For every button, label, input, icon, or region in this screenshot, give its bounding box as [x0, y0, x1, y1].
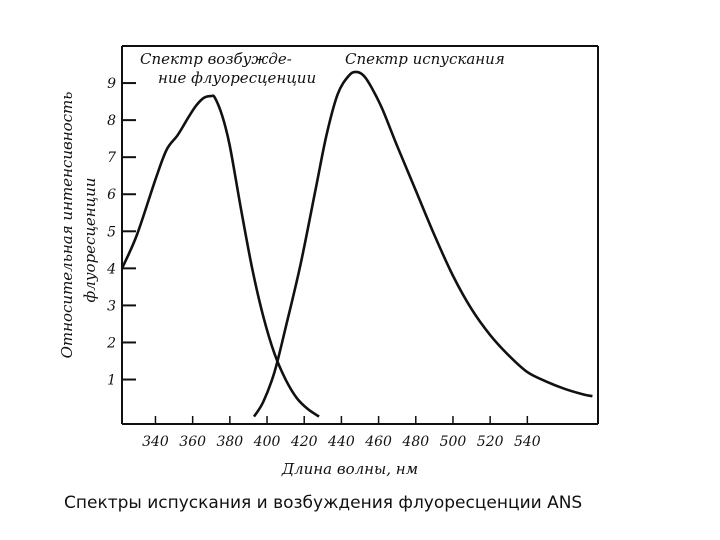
- x-tick-label: 520: [477, 434, 504, 450]
- y-tick-label: 7: [107, 150, 116, 166]
- figure-caption: Спектры испускания и возбуждения флуорес…: [64, 493, 582, 513]
- y-tick-label: 4: [106, 261, 116, 277]
- x-axis-title: Длина волны, нм: [281, 460, 418, 478]
- spectrum-curves: [120, 70, 593, 418]
- emission-spectrum-curve: [252, 70, 593, 418]
- y-axis-title-line2: флуоресценции: [81, 178, 99, 303]
- x-tick-label: 460: [364, 434, 392, 450]
- y-tick-label: 5: [107, 224, 116, 240]
- x-tick-label: 340: [142, 434, 169, 450]
- x-tick-label: 400: [253, 434, 281, 450]
- y-tick-label: 1: [107, 373, 116, 389]
- y-tick-label: 8: [107, 113, 116, 129]
- y-tick-label: 2: [106, 335, 116, 351]
- series-label-excitation-line1: Спектр возбужде-: [140, 50, 292, 68]
- x-tick-label: 360: [179, 434, 206, 450]
- series-label-excitation-line2: ние флуоресценции: [158, 69, 316, 87]
- x-tick-label: 420: [290, 434, 318, 450]
- excitation-spectrum-curve: [120, 94, 320, 418]
- x-tick-label: 440: [327, 434, 355, 450]
- x-tick-label: 380: [216, 434, 243, 450]
- x-tick-label: 500: [440, 434, 467, 450]
- y-tick-label: 3: [107, 298, 116, 314]
- x-tick-label: 540: [514, 434, 541, 450]
- x-tick-label: 480: [401, 434, 429, 450]
- y-tick-label: 6: [107, 187, 116, 203]
- series-label-emission: Спектр испускания: [345, 50, 505, 68]
- y-ticks: 1 2 3 4 5 6 7 8 9: [106, 76, 136, 389]
- y-axis-title-line1: Относительная интенсивность: [58, 92, 76, 359]
- y-tick-label: 9: [107, 76, 116, 92]
- x-ticks: 340 360 380 400 420 440 460 480 500 520 540: [142, 416, 541, 450]
